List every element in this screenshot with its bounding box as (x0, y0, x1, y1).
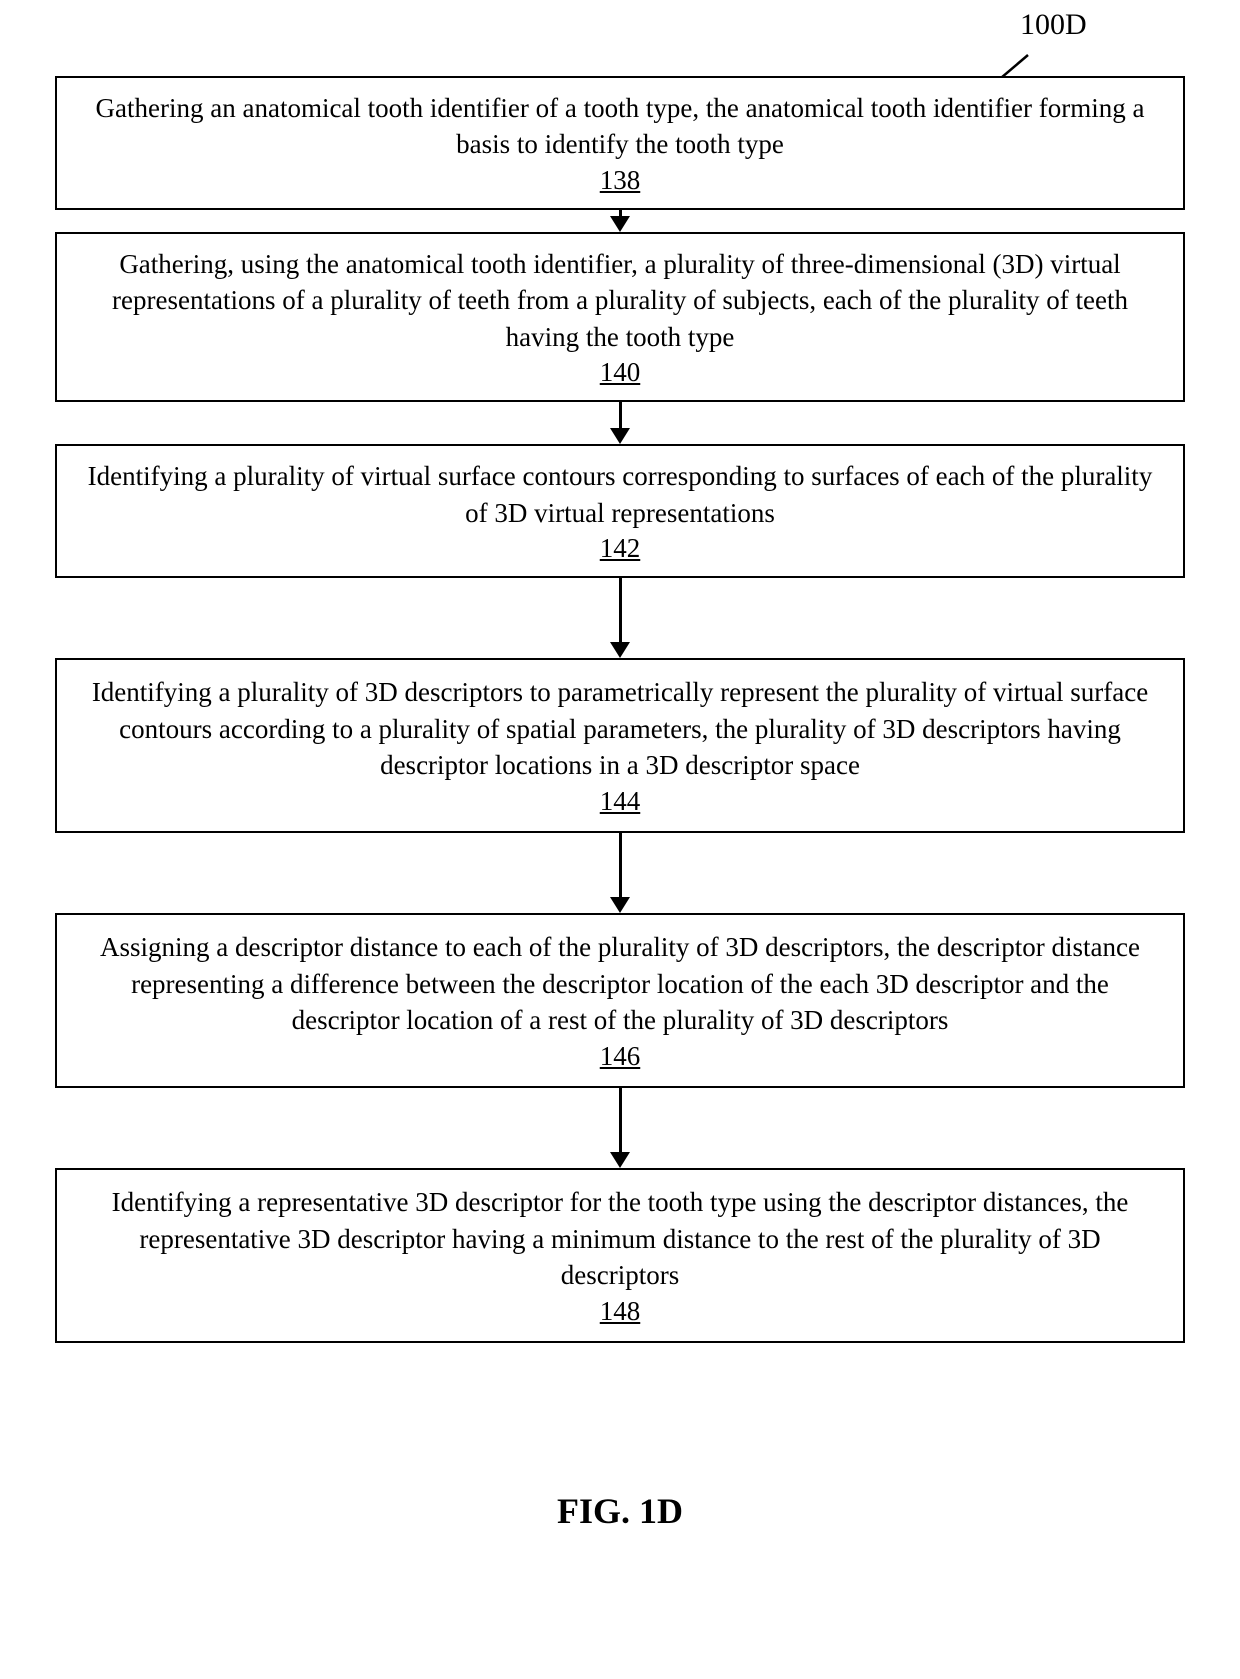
figure-caption: FIG. 1D (0, 1490, 1240, 1532)
flow-step: Gathering an anatomical tooth identifier… (55, 76, 1185, 210)
connector-line (619, 1088, 622, 1152)
flow-connector (55, 210, 1185, 232)
flow-step: Identifying a representative 3D descript… (55, 1168, 1185, 1343)
flow-connector (55, 1088, 1185, 1168)
flow-step-number: 148 (600, 1296, 641, 1327)
flow-step-number: 144 (600, 786, 641, 817)
arrow-down-icon (610, 1152, 630, 1168)
flow-step: Assigning a descriptor distance to each … (55, 913, 1185, 1088)
flow-step-number: 142 (600, 533, 641, 564)
flow-step-text: Assigning a descriptor distance to each … (87, 929, 1153, 1038)
flow-step: Identifying a plurality of virtual surfa… (55, 444, 1185, 578)
flow-step-number: 146 (600, 1041, 641, 1072)
flow-step: Identifying a plurality of 3D descriptor… (55, 658, 1185, 833)
flow-step-number: 140 (600, 357, 641, 388)
arrow-down-icon (610, 428, 630, 444)
connector-line (619, 833, 622, 897)
flow-step-text: Gathering an anatomical tooth identifier… (87, 90, 1153, 163)
flowchart-container: Gathering an anatomical tooth identifier… (55, 76, 1185, 1343)
connector-line (619, 402, 622, 428)
flow-connector (55, 833, 1185, 913)
flow-connector (55, 578, 1185, 658)
arrow-down-icon (610, 642, 630, 658)
flow-step-text: Gathering, using the anatomical tooth id… (87, 246, 1153, 355)
flow-connector (55, 402, 1185, 444)
flow-step-text: Identifying a plurality of 3D descriptor… (87, 674, 1153, 783)
connector-line (619, 578, 622, 642)
flow-step-text: Identifying a representative 3D descript… (87, 1184, 1153, 1293)
flow-step-number: 138 (600, 165, 641, 196)
flow-step-text: Identifying a plurality of virtual surfa… (87, 458, 1153, 531)
flow-step: Gathering, using the anatomical tooth id… (55, 232, 1185, 402)
arrow-down-icon (610, 897, 630, 913)
arrow-down-icon (610, 216, 630, 232)
